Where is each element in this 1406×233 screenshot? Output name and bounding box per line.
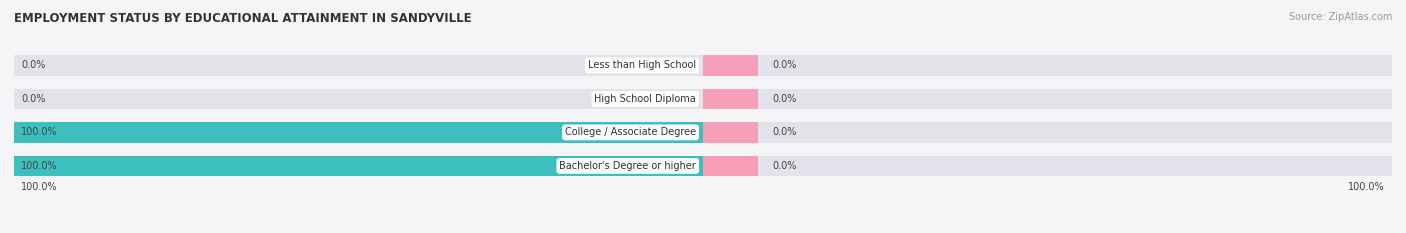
Bar [14, 156, 703, 176]
Bar [14, 55, 1392, 76]
Text: 0.0%: 0.0% [21, 94, 45, 104]
Text: 0.0%: 0.0% [772, 60, 796, 70]
Text: High School Diploma: High School Diploma [595, 94, 696, 104]
Text: 0.0%: 0.0% [772, 161, 796, 171]
Text: Source: ZipAtlas.com: Source: ZipAtlas.com [1288, 12, 1392, 22]
Text: 100.0%: 100.0% [21, 182, 58, 192]
Bar [14, 89, 1392, 109]
Bar [703, 122, 758, 143]
Bar [703, 55, 758, 76]
Text: Bachelor's Degree or higher: Bachelor's Degree or higher [560, 161, 696, 171]
Text: 100.0%: 100.0% [21, 127, 58, 137]
Text: College / Associate Degree: College / Associate Degree [565, 127, 696, 137]
Bar [703, 89, 758, 109]
Text: 100.0%: 100.0% [1348, 182, 1385, 192]
Text: 0.0%: 0.0% [772, 94, 796, 104]
Text: 100.0%: 100.0% [21, 161, 58, 171]
Bar [14, 122, 1392, 143]
Bar [703, 156, 758, 176]
Text: 0.0%: 0.0% [21, 60, 45, 70]
Bar [14, 122, 703, 143]
Text: 0.0%: 0.0% [772, 127, 796, 137]
Text: EMPLOYMENT STATUS BY EDUCATIONAL ATTAINMENT IN SANDYVILLE: EMPLOYMENT STATUS BY EDUCATIONAL ATTAINM… [14, 12, 471, 25]
Text: Less than High School: Less than High School [588, 60, 696, 70]
Bar [14, 156, 1392, 176]
